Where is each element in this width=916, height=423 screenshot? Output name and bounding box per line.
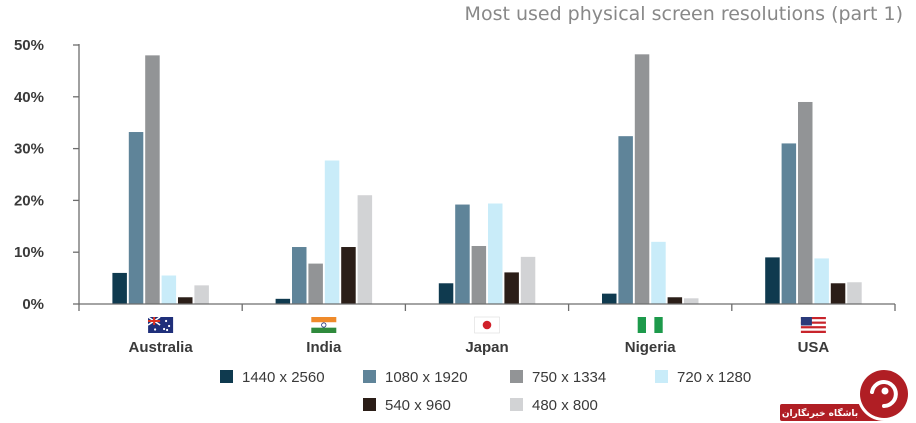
bar-australia-4 <box>178 297 193 304</box>
legend-item: 720 x 1280 <box>655 369 751 386</box>
bar-india-4 <box>341 247 356 304</box>
y-tick-label: 30% <box>14 141 44 158</box>
legend-label: 720 x 1280 <box>677 369 751 386</box>
legend-swatch <box>655 370 668 383</box>
legend-swatch <box>363 398 376 411</box>
india-flag-icon <box>311 317 337 333</box>
bar-india-5 <box>357 195 373 304</box>
x-tick-label: India <box>306 339 342 356</box>
x-tick-label: Nigeria <box>625 339 677 356</box>
bar-india-2 <box>308 263 323 304</box>
watermark-text: باشگاه خبرنگاران <box>782 407 858 419</box>
chart-title: Most used physical screen resolutions (p… <box>465 3 903 25</box>
y-tick-label: 10% <box>14 244 44 261</box>
bar-australia-0 <box>112 272 127 304</box>
y-tick-label: 40% <box>14 89 44 106</box>
bar-usa-1 <box>781 143 797 304</box>
legend-swatch <box>220 370 233 383</box>
legend-item: 480 x 800 <box>510 397 598 414</box>
legend-label: 540 x 960 <box>385 397 451 414</box>
bar-japan-3 <box>488 203 503 304</box>
x-axis: Australia India Japan Nigeria USA <box>78 303 896 356</box>
bar-nigeria-1 <box>618 136 633 304</box>
legend-item: 540 x 960 <box>363 397 451 414</box>
watermark: باشگاه خبرنگاران <box>780 367 911 421</box>
x-tick-label: Australia <box>128 339 193 356</box>
bar-usa-0 <box>765 257 780 304</box>
australia-flag-icon <box>147 316 174 333</box>
bar-nigeria-0 <box>602 293 617 304</box>
bar-japan-2 <box>471 245 487 304</box>
bar-australia-1 <box>128 132 144 304</box>
legend: 1440 x 2560 1080 x 1920 750 x 1334 720 x 12… <box>220 369 751 414</box>
watermark-banner <box>780 404 885 421</box>
bar-usa-5 <box>847 282 862 304</box>
bar-japan-4 <box>504 272 519 304</box>
y-tick-label: 20% <box>14 192 44 209</box>
legend-swatch <box>363 370 376 383</box>
x-tick-label: Japan <box>465 339 508 356</box>
bar-japan-1 <box>455 204 470 304</box>
bar-australia-2 <box>145 55 160 304</box>
bar-nigeria-3 <box>651 241 666 304</box>
legend-swatch <box>510 398 523 411</box>
bar-japan-0 <box>438 283 454 304</box>
y-tick-label: 50% <box>14 37 44 54</box>
y-tick-label: 0% <box>22 296 44 313</box>
category-flags <box>147 316 826 334</box>
bar-usa-4 <box>830 283 846 304</box>
bar-australia-3 <box>161 275 177 304</box>
legend-item: 750 x 1334 <box>510 369 606 386</box>
legend-item: 1440 x 2560 <box>220 369 325 386</box>
bar-nigeria-4 <box>667 297 683 304</box>
yjc-logo-icon <box>857 367 911 421</box>
bar-nigeria-5 <box>684 298 699 304</box>
legend-label: 750 x 1334 <box>532 369 606 386</box>
bar-usa-3 <box>814 258 829 304</box>
legend-item: 1080 x 1920 <box>363 369 468 386</box>
bar-japan-5 <box>520 256 536 304</box>
bar-india-0 <box>275 298 291 304</box>
legend-label: 1080 x 1920 <box>385 369 468 386</box>
bars-group <box>112 54 862 304</box>
japan-flag-icon <box>474 316 500 334</box>
bar-usa-2 <box>798 101 813 304</box>
bar-australia-5 <box>194 285 209 304</box>
nigeria-flag-icon <box>637 317 663 333</box>
bar-nigeria-2 <box>634 54 650 304</box>
usa-flag-icon <box>800 317 826 333</box>
legend-swatch <box>510 370 523 383</box>
legend-label: 1440 x 2560 <box>242 369 325 386</box>
x-tick-label: USA <box>798 339 830 356</box>
y-axis: 0% 10% 20% 30% 40% 50% <box>14 37 80 313</box>
legend-label: 480 x 800 <box>532 397 598 414</box>
bar-india-1 <box>292 247 307 304</box>
bar-india-3 <box>324 160 340 304</box>
